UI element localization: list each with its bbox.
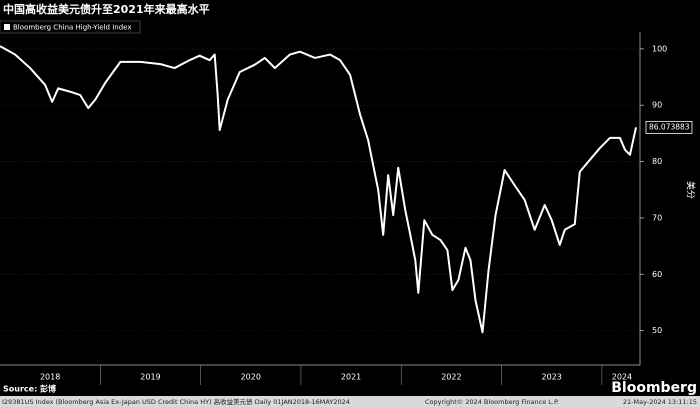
x-tick-label: 2019 — [140, 373, 160, 382]
y-tick-label: 60 — [652, 270, 662, 279]
y-tick-label: 50 — [652, 326, 662, 335]
source: Source: 彭博 — [3, 384, 56, 394]
legend — [0, 20, 141, 34]
footer-copyright: Copyright© 2024 Bloomberg Finance L.P. — [425, 398, 559, 406]
legend-label: Bloomberg China High-Yield Index — [13, 24, 131, 32]
x-tick-label: 2024 — [612, 373, 632, 382]
x-tick-label: 2020 — [241, 373, 261, 382]
x-tick-label: 2023 — [542, 373, 562, 382]
last-value-label: 86.073883 — [649, 122, 690, 131]
last-value-box — [645, 120, 693, 134]
y-tick-label: 100 — [652, 44, 667, 53]
footer-timestamp: 21-May-2024 13:11:15 — [623, 398, 697, 406]
x-tick-label: 2022 — [441, 373, 461, 382]
y-axis-label: 美分 — [685, 181, 697, 199]
y-tick-label: 70 — [652, 213, 662, 222]
footer-index: I29381US Index (Bloomberg Asia Ex-Japan … — [2, 397, 350, 406]
series-line — [0, 45, 637, 334]
y-tick-label: 90 — [652, 101, 662, 110]
legend-swatch — [4, 24, 10, 30]
brand: Bloomberg — [611, 380, 697, 396]
y-tick-label: 80 — [652, 157, 662, 166]
footer-bar — [0, 396, 700, 407]
x-tick-label: 2018 — [40, 373, 60, 382]
chart-title: 中国高收益美元债升至2021年来最高水平 — [3, 2, 210, 16]
x-tick-label: 2021 — [341, 373, 361, 382]
